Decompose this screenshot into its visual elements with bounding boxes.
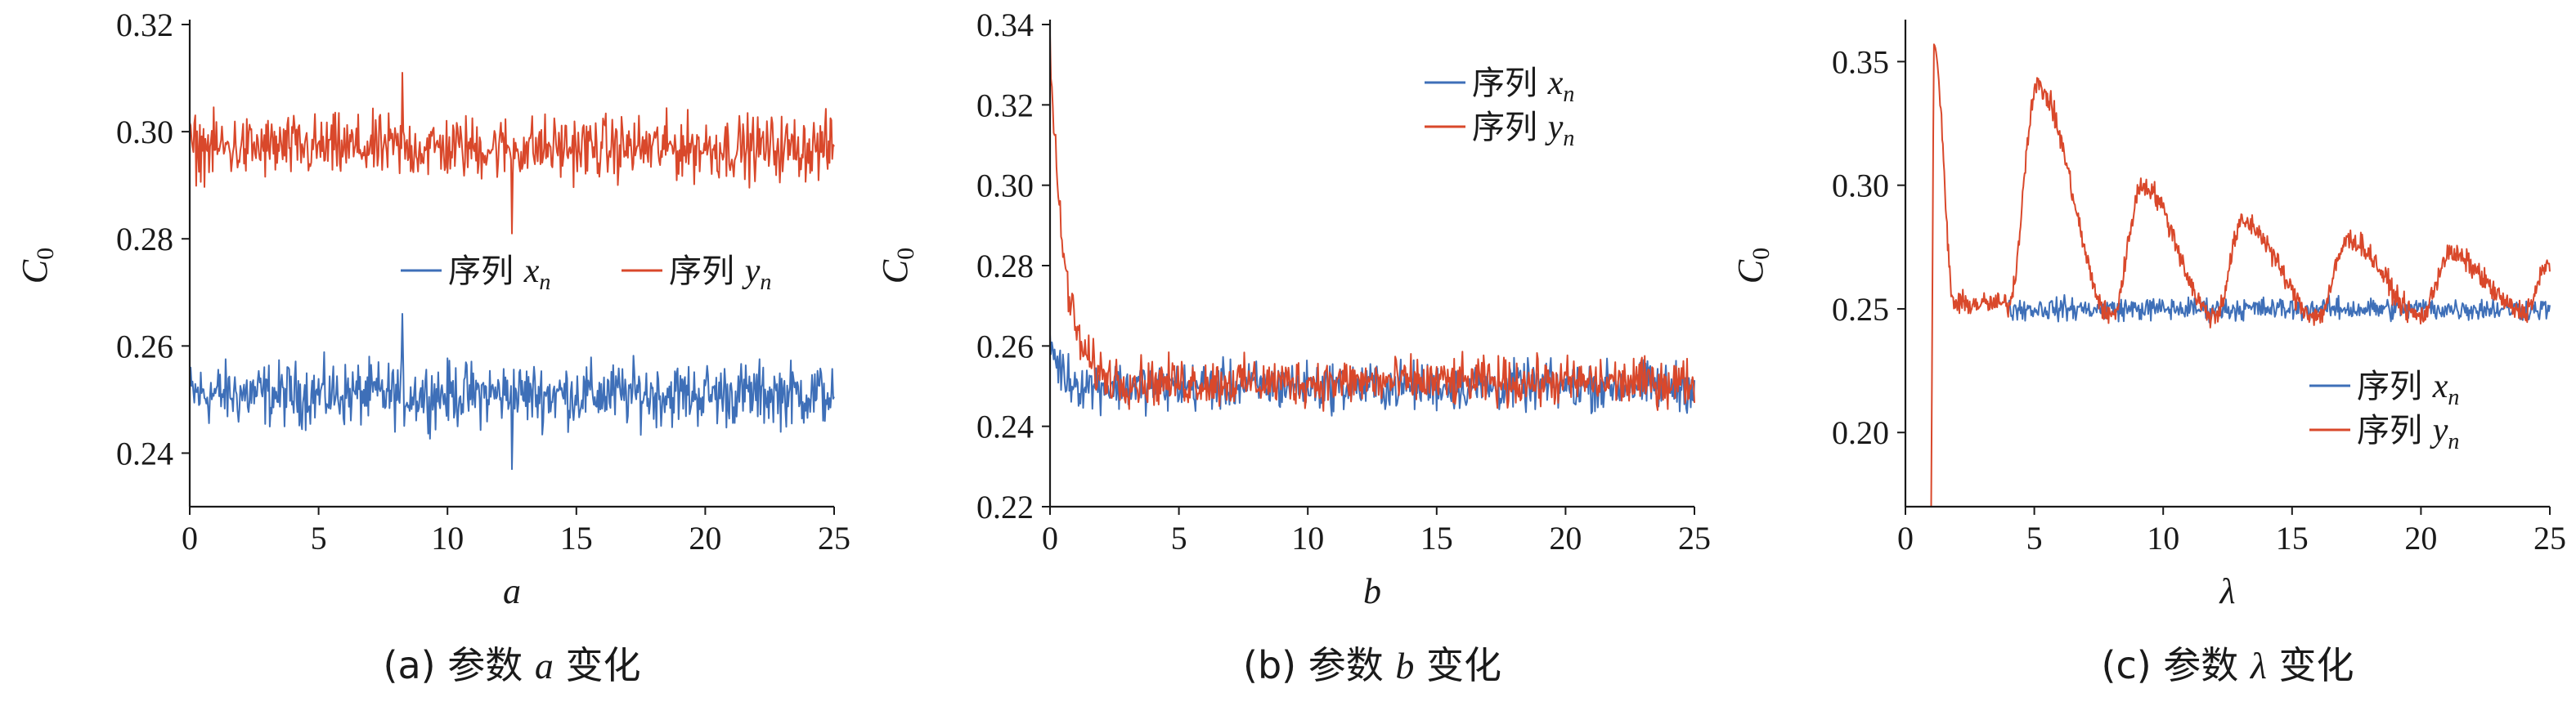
y-tick-label: 0.24 bbox=[116, 435, 173, 472]
x-tick-label: 15 bbox=[1420, 520, 1453, 557]
y-tick-label: 0.24 bbox=[976, 409, 1034, 445]
x-tick-label: 15 bbox=[2276, 520, 2309, 557]
legend-label-var: y bbox=[742, 253, 761, 290]
legend-label-var: y bbox=[2430, 412, 2448, 449]
caption-suffix: 变化 bbox=[2267, 643, 2354, 687]
y-axis-title-sub: 0 bbox=[32, 248, 59, 260]
legend-label-xn: 序列 xn bbox=[2357, 368, 2459, 410]
y-tick-label: 0.26 bbox=[976, 328, 1034, 364]
y-tick-label: 0.28 bbox=[976, 248, 1034, 284]
y-tick-label: 0.32 bbox=[116, 7, 173, 43]
caption-prefix: (c) 参数 bbox=[2102, 643, 2251, 687]
x-axis-title: λ bbox=[2218, 571, 2235, 611]
x-tick-label: 10 bbox=[1291, 520, 1324, 557]
series-line-yn bbox=[1930, 43, 2551, 507]
x-axis-title: b bbox=[1363, 571, 1381, 611]
panel-b: 0 5 10 15 20 25 0.22 0.24 0.26 0.28 0.30 0.32 0.34 b C… bbox=[875, 7, 1711, 687]
y-tick-label: 0.25 bbox=[1832, 291, 1889, 328]
legend-label-text: 序列 bbox=[1472, 65, 1548, 102]
x-axis-title: a bbox=[503, 571, 521, 611]
x-tick-label: 25 bbox=[1678, 520, 1711, 557]
x-tick-label: 5 bbox=[311, 520, 327, 557]
y-tick-label: 0.26 bbox=[116, 328, 173, 364]
panel-caption: (c) 参数 λ 变化 bbox=[2102, 643, 2354, 687]
y-axis-title-main: C bbox=[875, 259, 915, 284]
x-tick-label: 0 bbox=[1897, 520, 1914, 557]
y-tick-label: 0.30 bbox=[976, 168, 1034, 204]
y-tick-label: 0.34 bbox=[976, 7, 1034, 43]
caption-suffix: 变化 bbox=[1414, 643, 1501, 687]
legend-label-var: x bbox=[2432, 368, 2448, 405]
legend-label-sub: n bbox=[539, 270, 550, 295]
legend-label-xn: 序列 xn bbox=[448, 253, 550, 295]
x-tick-label: 5 bbox=[2026, 520, 2043, 557]
y-axis-title: C0 bbox=[15, 248, 59, 284]
legend-label-text: 序列 bbox=[448, 253, 524, 290]
panel-caption: (b) 参数 b 变化 bbox=[1243, 643, 1501, 687]
legend-label-sub: n bbox=[1563, 82, 1574, 107]
legend-label-var: x bbox=[523, 253, 540, 290]
panel-caption: (a) 参数 a 变化 bbox=[384, 643, 641, 687]
y-tick-label: 0.30 bbox=[1832, 168, 1889, 204]
y-axis-title: C0 bbox=[1730, 248, 1775, 284]
x-tick-label: 20 bbox=[689, 520, 721, 557]
legend-label-var: x bbox=[1547, 65, 1564, 102]
x-tick-label: 20 bbox=[2404, 520, 2437, 557]
legend-label-xn: 序列 xn bbox=[1472, 65, 1574, 107]
legend-label-yn: 序列 yn bbox=[2357, 412, 2459, 454]
y-tick-label: 0.22 bbox=[976, 489, 1034, 525]
x-tick-label: 0 bbox=[1042, 520, 1058, 557]
x-tick-label: 20 bbox=[1549, 520, 1582, 557]
legend-label-sub: n bbox=[1563, 126, 1574, 151]
legend-label-sub: n bbox=[2448, 429, 2459, 454]
caption-prefix: (a) 参数 bbox=[384, 643, 535, 687]
series-line-xn bbox=[2008, 293, 2551, 324]
caption-prefix: (b) 参数 bbox=[1243, 643, 1395, 687]
legend-label-text: 序列 bbox=[2357, 412, 2433, 449]
x-tick-label: 25 bbox=[818, 520, 850, 557]
x-tick-label: 15 bbox=[560, 520, 593, 557]
y-axis-title-main: C bbox=[15, 259, 55, 284]
y-axis-title-main: C bbox=[1730, 259, 1770, 284]
y-tick-label: 0.35 bbox=[1832, 43, 1889, 80]
legend-label-yn: 序列 yn bbox=[669, 253, 771, 295]
x-tick-label: 0 bbox=[182, 520, 198, 557]
x-tick-label: 10 bbox=[431, 520, 464, 557]
caption-var: b bbox=[1395, 645, 1414, 686]
y-tick-label: 0.20 bbox=[1832, 414, 1889, 451]
y-axis-title-sub: 0 bbox=[1748, 248, 1775, 260]
series-line-yn bbox=[1049, 35, 1695, 412]
legend-label-sub: n bbox=[760, 270, 771, 295]
y-tick-label: 0.28 bbox=[116, 221, 173, 257]
legend-label-text: 序列 bbox=[2357, 368, 2433, 405]
legend-label-sub: n bbox=[2448, 385, 2459, 410]
caption-var: λ bbox=[2249, 645, 2267, 686]
legend-label-text: 序列 bbox=[669, 253, 745, 290]
caption-var: a bbox=[535, 645, 554, 686]
series-line-xn bbox=[189, 313, 835, 471]
y-tick-label: 0.32 bbox=[976, 87, 1034, 123]
legend-label-text: 序列 bbox=[1472, 109, 1548, 146]
y-axis-title: C0 bbox=[875, 248, 919, 284]
caption-suffix: 变化 bbox=[554, 643, 641, 687]
legend-label-yn: 序列 yn bbox=[1472, 109, 1574, 151]
legend-label-var: y bbox=[1545, 109, 1564, 146]
x-tick-label: 25 bbox=[2533, 520, 2566, 557]
x-tick-label: 5 bbox=[1171, 520, 1187, 557]
x-tick-label: 10 bbox=[2147, 520, 2179, 557]
y-tick-label: 0.30 bbox=[116, 114, 173, 150]
series-line-yn bbox=[189, 72, 835, 235]
y-axis-title-sub: 0 bbox=[892, 248, 919, 260]
